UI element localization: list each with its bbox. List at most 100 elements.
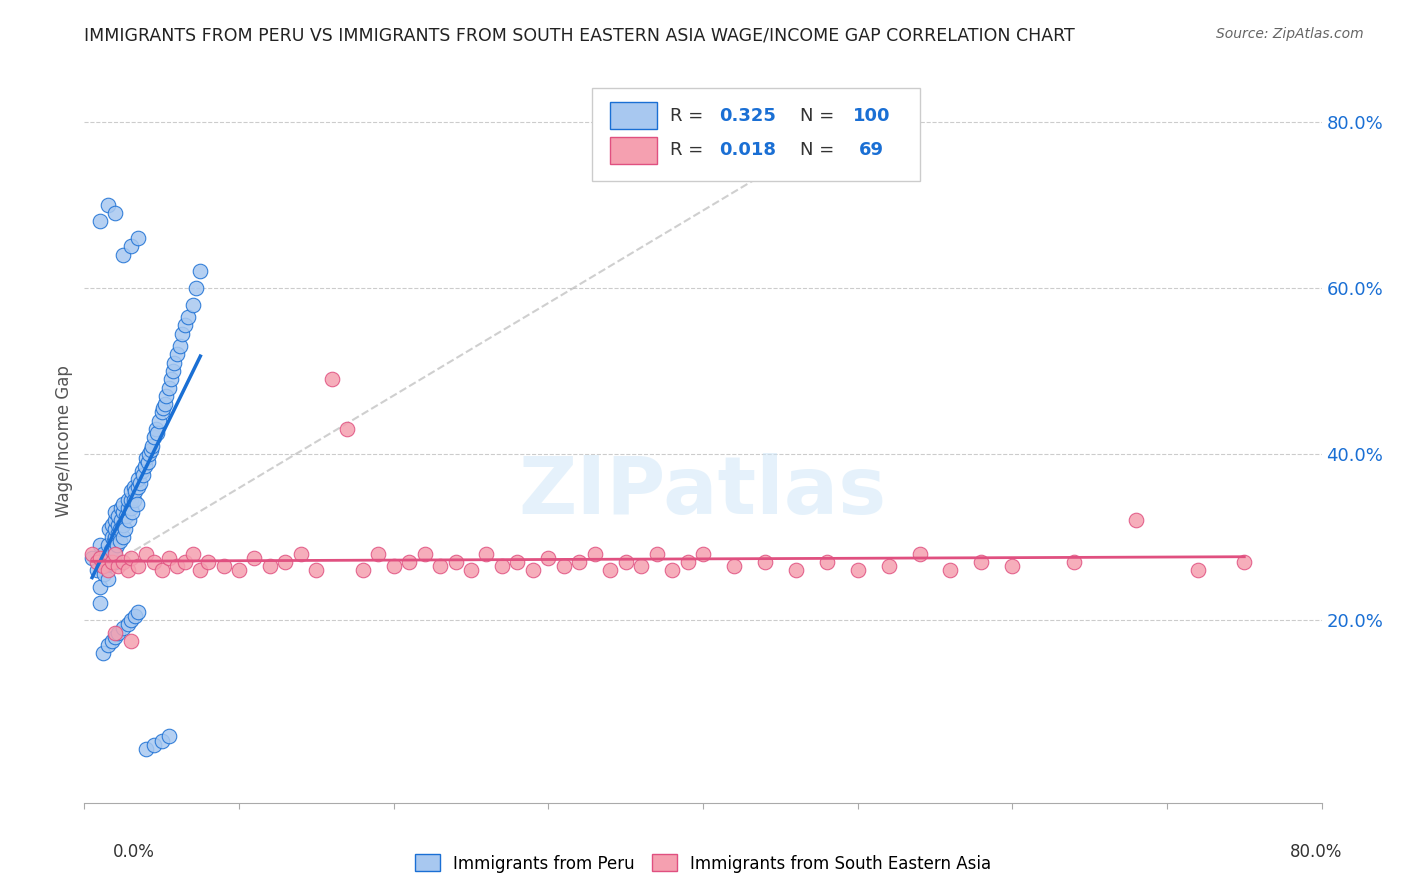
- Point: [174, 318, 197, 333]
- Text: Source: ZipAtlas.com: Source: ZipAtlas.com: [1216, 27, 1364, 41]
- Point: [475, 547, 498, 561]
- Point: [108, 534, 131, 549]
- Point: [112, 555, 135, 569]
- Point: [1233, 555, 1256, 569]
- Text: 100: 100: [852, 107, 890, 125]
- Point: [785, 563, 807, 577]
- Point: [1125, 513, 1147, 527]
- Point: [101, 530, 124, 544]
- Point: [166, 559, 188, 574]
- Point: [614, 555, 637, 569]
- FancyBboxPatch shape: [610, 102, 657, 129]
- Point: [104, 630, 127, 644]
- Point: [117, 500, 139, 515]
- Point: [159, 730, 180, 744]
- Point: [1063, 555, 1085, 569]
- Point: [91, 646, 114, 660]
- Point: [115, 509, 138, 524]
- Point: [460, 563, 482, 577]
- Point: [96, 538, 118, 552]
- Point: [188, 563, 211, 577]
- Point: [145, 422, 167, 436]
- Y-axis label: Wage/Income Gap: Wage/Income Gap: [55, 366, 73, 517]
- Point: [104, 505, 127, 519]
- Point: [429, 559, 451, 574]
- Point: [336, 422, 359, 436]
- Point: [150, 733, 173, 747]
- Point: [124, 609, 146, 624]
- Point: [228, 563, 250, 577]
- Point: [197, 555, 219, 569]
- Text: 69: 69: [859, 141, 884, 160]
- Point: [91, 559, 114, 574]
- Text: R =: R =: [669, 107, 709, 125]
- Text: 0.325: 0.325: [718, 107, 776, 125]
- Point: [127, 231, 149, 245]
- Point: [127, 605, 149, 619]
- Point: [352, 563, 374, 577]
- Point: [112, 621, 135, 635]
- Point: [107, 509, 129, 524]
- Point: [692, 547, 714, 561]
- Point: [939, 563, 962, 577]
- Point: [114, 522, 136, 536]
- Point: [188, 264, 211, 278]
- Point: [122, 480, 145, 494]
- Point: [107, 625, 129, 640]
- Point: [153, 397, 176, 411]
- Point: [143, 738, 166, 752]
- Point: [96, 198, 118, 212]
- Point: [599, 563, 621, 577]
- Point: [212, 559, 235, 574]
- Point: [152, 401, 174, 416]
- Point: [86, 555, 108, 569]
- Point: [661, 563, 683, 577]
- Point: [150, 405, 173, 419]
- Point: [398, 555, 420, 569]
- Point: [120, 613, 142, 627]
- Point: [181, 547, 204, 561]
- Point: [155, 389, 177, 403]
- Point: [754, 555, 776, 569]
- Point: [877, 559, 900, 574]
- Point: [107, 525, 129, 540]
- Point: [132, 467, 155, 482]
- Point: [846, 563, 869, 577]
- Point: [107, 559, 129, 574]
- Point: [110, 500, 132, 515]
- Point: [162, 364, 184, 378]
- Point: [112, 505, 135, 519]
- Point: [491, 559, 513, 574]
- Point: [124, 484, 146, 499]
- Text: IMMIGRANTS FROM PERU VS IMMIGRANTS FROM SOUTH EASTERN ASIA WAGE/INCOME GAP CORRE: IMMIGRANTS FROM PERU VS IMMIGRANTS FROM …: [84, 27, 1076, 45]
- Point: [104, 206, 127, 220]
- Point: [93, 567, 115, 582]
- Point: [121, 505, 143, 519]
- Point: [815, 555, 838, 569]
- Point: [159, 380, 180, 394]
- Point: [444, 555, 467, 569]
- Point: [104, 542, 127, 557]
- Point: [243, 550, 266, 565]
- Point: [120, 239, 142, 253]
- Point: [89, 214, 111, 228]
- Point: [506, 555, 529, 569]
- Point: [101, 555, 124, 569]
- Point: [143, 430, 166, 444]
- Text: 0.018: 0.018: [718, 141, 776, 160]
- Point: [110, 513, 132, 527]
- Text: N =: N =: [800, 107, 834, 125]
- Point: [131, 464, 153, 478]
- Point: [177, 310, 200, 324]
- Point: [138, 447, 160, 461]
- Point: [1187, 563, 1209, 577]
- Point: [970, 555, 993, 569]
- Point: [101, 633, 124, 648]
- Point: [108, 522, 131, 536]
- Point: [170, 326, 193, 341]
- Point: [723, 559, 745, 574]
- Point: [367, 547, 389, 561]
- Point: [135, 741, 157, 756]
- Point: [103, 534, 125, 549]
- Point: [148, 414, 170, 428]
